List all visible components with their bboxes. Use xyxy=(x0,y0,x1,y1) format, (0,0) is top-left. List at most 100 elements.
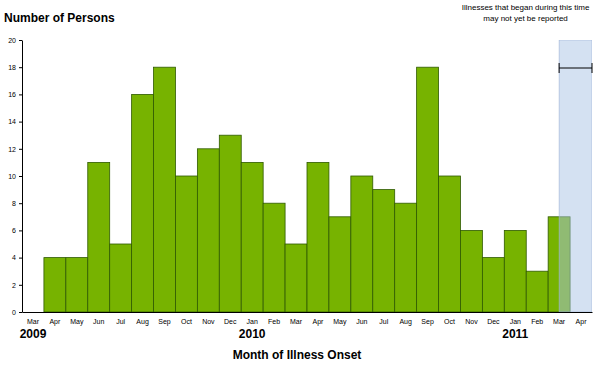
x-tick: Mar xyxy=(290,312,303,325)
y-tick-mark xyxy=(19,176,22,177)
x-tick-label: Oct xyxy=(444,318,455,325)
x-tick: Jan xyxy=(510,312,521,325)
y-tick-mark xyxy=(19,203,22,204)
x-tick-label: Dec xyxy=(487,318,500,325)
x-tick-label: Mar xyxy=(290,318,303,325)
x-tick-label: Jan xyxy=(510,318,521,325)
bar xyxy=(526,271,548,312)
x-tick: Jan xyxy=(247,312,258,325)
y-tick-mark xyxy=(19,230,22,231)
bar xyxy=(351,176,373,312)
y-tick: 4 xyxy=(12,254,22,261)
x-tick-label: Jun xyxy=(356,318,367,325)
y-tick: 8 xyxy=(12,200,22,207)
bar xyxy=(66,258,88,312)
x-tick-label: Sep xyxy=(158,318,171,326)
y-tick: 20 xyxy=(8,37,22,44)
x-tick: Dec xyxy=(487,312,500,325)
x-tick: Apr xyxy=(576,312,588,326)
bar xyxy=(110,244,132,312)
bar xyxy=(504,230,526,312)
bar xyxy=(88,162,110,312)
x-tick-label: Feb xyxy=(531,318,543,325)
y-axis: 02468101214161820 xyxy=(8,37,22,316)
y-tick: 16 xyxy=(8,91,22,98)
x-tick-label: Feb xyxy=(268,318,280,325)
x-tick: Aug xyxy=(136,312,149,326)
bar xyxy=(132,94,154,312)
bar xyxy=(175,176,197,312)
bar xyxy=(307,162,329,312)
y-tick-mark xyxy=(19,67,22,68)
plot-area: 02468101214161820MarAprMayJunJulAugSepOc… xyxy=(8,37,592,341)
x-tick: Apr xyxy=(49,312,61,326)
x-tick: Mar xyxy=(27,312,40,325)
y-tick-label: 12 xyxy=(8,146,16,153)
x-tick-label: Mar xyxy=(27,318,40,325)
bar xyxy=(241,162,263,312)
x-axis: Mar Apr May Jun Jul Aug Sep Oct Nov Dec Jan Feb Mar A… xyxy=(23,312,593,326)
y-tick: 12 xyxy=(8,146,22,153)
y-tick: 0 xyxy=(12,309,22,316)
x-tick-label: Nov xyxy=(202,318,215,325)
bar xyxy=(417,67,439,312)
y-tick-mark xyxy=(19,285,22,286)
x-tick: Oct xyxy=(444,312,455,325)
x-tick-label: Nov xyxy=(465,318,478,325)
x-tick: May xyxy=(333,312,347,326)
year-label: 2010 xyxy=(239,327,266,341)
x-tick: Nov xyxy=(202,312,215,325)
x-tick-label: Apr xyxy=(49,318,61,326)
y-tick-label: 20 xyxy=(8,37,16,44)
annotation-bracket xyxy=(559,63,592,73)
annotation-line: may not yet be reported xyxy=(483,14,568,23)
x-tick: Feb xyxy=(268,312,280,325)
y-tick-label: 4 xyxy=(12,254,16,261)
x-tick: Jul xyxy=(116,312,125,325)
x-tick-label: Oct xyxy=(181,318,192,325)
x-axis-line xyxy=(23,312,593,313)
y-tick-mark xyxy=(19,122,22,123)
x-tick: Feb xyxy=(531,312,543,325)
year-label: 2011 xyxy=(502,327,528,341)
x-tick: Jun xyxy=(93,312,104,325)
x-tick: Apr xyxy=(313,312,325,326)
x-tick-label: May xyxy=(333,318,347,326)
x-tick: Jul xyxy=(379,312,388,325)
bar xyxy=(439,176,461,312)
bar xyxy=(263,203,285,312)
x-tick-label: Jul xyxy=(116,318,125,325)
y-tick: 10 xyxy=(8,173,22,180)
y-tick-mark xyxy=(19,149,22,150)
y-tick: 6 xyxy=(12,227,22,234)
x-tick: May xyxy=(70,312,84,326)
y-tick-mark xyxy=(19,94,22,95)
y-tick-label: 16 xyxy=(8,91,16,98)
y-tick-label: 8 xyxy=(12,200,16,207)
annotation: Illnesses that began during this timemay… xyxy=(462,3,590,23)
shaded-region xyxy=(559,40,592,312)
x-tick-label: Aug xyxy=(136,318,149,326)
y-tick-mark xyxy=(19,40,22,41)
x-tick: Oct xyxy=(181,312,192,325)
bar xyxy=(22,312,44,313)
x-tick: Jun xyxy=(356,312,367,325)
y-tick-label: 18 xyxy=(8,64,16,71)
bars xyxy=(44,40,592,312)
x-tick: Sep xyxy=(421,312,434,326)
x-tick-label: May xyxy=(70,318,84,326)
y-tick-mark xyxy=(19,258,22,259)
y-tick-label: 14 xyxy=(8,118,16,125)
x-tick-label: Apr xyxy=(313,318,325,326)
y-tick-label: 10 xyxy=(8,173,16,180)
y-tick-mark xyxy=(19,312,22,313)
chart: 02468101214161820MarAprMayJunJulAugSepOc… xyxy=(0,0,600,367)
bar xyxy=(197,149,219,312)
x-axis-title: Month of Illness Onset xyxy=(233,348,362,362)
x-tick-label: Jul xyxy=(379,318,388,325)
x-tick-label: Apr xyxy=(576,318,588,326)
y-axis-title: Number of Persons xyxy=(4,11,115,25)
y-tick: 14 xyxy=(8,118,22,125)
x-tick-label: Jun xyxy=(93,318,104,325)
bar xyxy=(482,258,504,312)
